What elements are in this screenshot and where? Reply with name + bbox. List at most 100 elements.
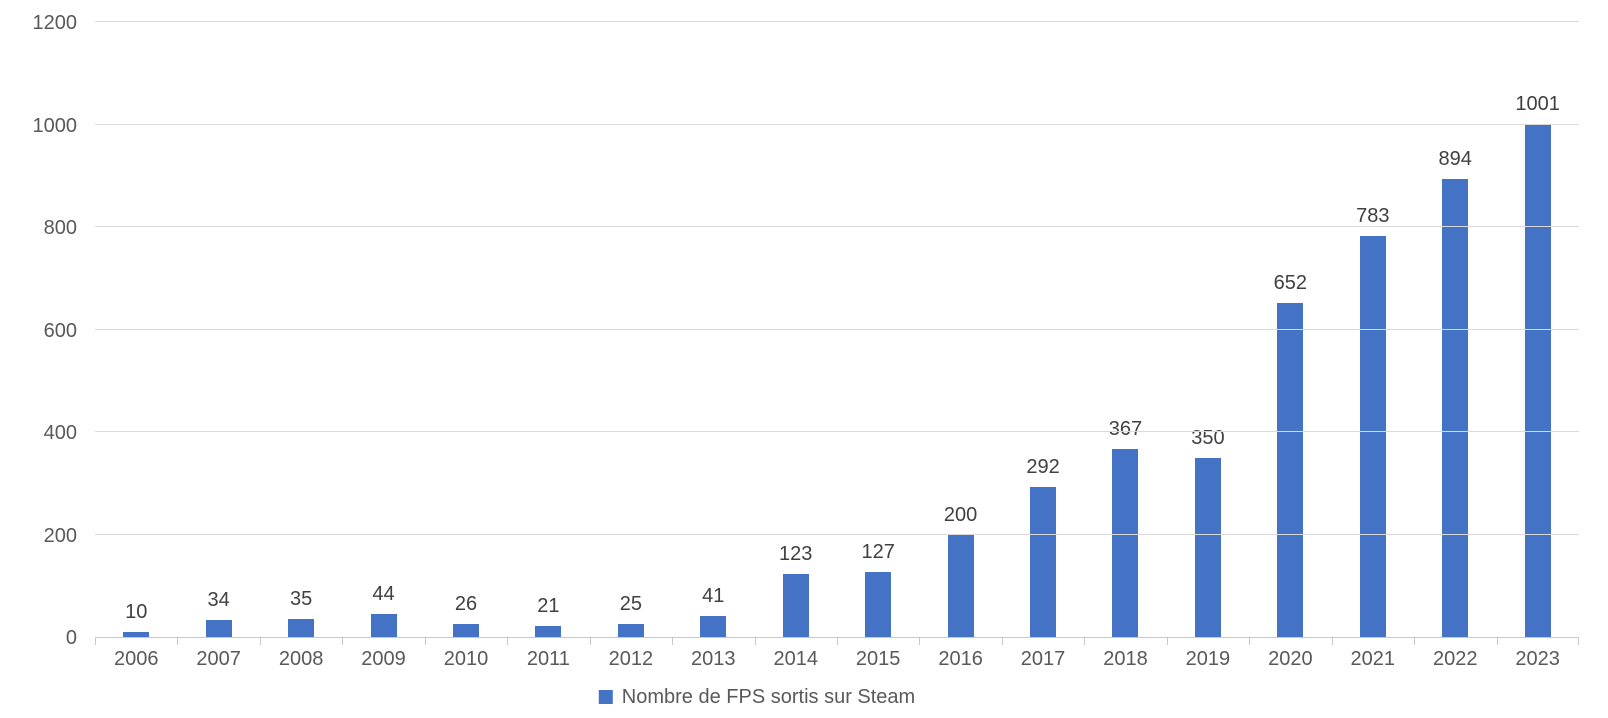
x-axis-tick <box>1578 638 1579 645</box>
x-axis-tick <box>177 638 178 645</box>
bar-group-2010: 26 <box>425 23 507 637</box>
x-axis-tick <box>837 638 838 645</box>
y-axis-label-200: 200 <box>43 524 77 547</box>
x-axis-tick <box>590 638 591 645</box>
bar-group-2014: 123 <box>755 23 837 637</box>
data-label-2006: 10 <box>125 600 148 623</box>
y-axis-label-800: 800 <box>43 217 77 239</box>
data-label-2014: 123 <box>779 542 813 565</box>
bar-group-2006: 10 <box>95 23 177 637</box>
y-axis-label-1000: 1000 <box>32 114 78 137</box>
gridline-1200 <box>95 21 1579 22</box>
bar-2017 <box>1030 487 1057 637</box>
x-axis-labels: 2006 2007 2008 2009 2010 2011 2012 2013 2014 2015… <box>95 648 1579 670</box>
legend-swatch <box>598 690 613 704</box>
x-axis-ticks <box>95 638 1579 646</box>
bar-2022 <box>1442 178 1469 637</box>
x-axis-label-2007: 2007 <box>196 648 241 670</box>
y-axis-label-1200: 1200 <box>32 12 78 34</box>
bar-2018 <box>1112 448 1139 637</box>
x-axis-tick <box>672 638 673 645</box>
x-axis-label-2022: 2022 <box>1432 648 1478 670</box>
bar-2020 <box>1277 302 1304 637</box>
bar-2014 <box>782 573 809 637</box>
x-axis-label-2008: 2008 <box>278 648 324 670</box>
bar-group-2012: 25 <box>590 23 672 637</box>
bar-group-2013: 41 <box>672 23 754 637</box>
x-axis-tick <box>1084 638 1085 645</box>
data-label-2012: 25 <box>619 593 642 616</box>
x-axis-label-2015: 2015 <box>855 648 901 670</box>
bar-2015 <box>865 571 892 637</box>
x-axis-tick <box>919 638 920 645</box>
x-axis-label-2009: 2009 <box>361 648 406 670</box>
x-axis-tick <box>342 638 343 645</box>
x-axis-label-2013: 2013 <box>691 648 736 670</box>
x-axis-tick <box>1414 638 1415 645</box>
data-label-2018: 367 <box>1108 417 1143 440</box>
data-label-2021: 783 <box>1356 204 1390 227</box>
y-axis-labels: 0 200 400 600 800 1000 1200 <box>0 13 78 648</box>
x-axis-label-2011: 2011 <box>526 648 570 670</box>
x-axis-label-2018: 2018 <box>1103 648 1148 670</box>
legend-label: Nombre de FPS sortis sur Steam <box>621 686 916 708</box>
data-label-2020: 652 <box>1273 271 1308 294</box>
x-axis-tick <box>507 638 508 645</box>
legend: Nombre de FPS sortis sur Steam <box>598 686 916 708</box>
bar-group-2009: 44 <box>342 23 424 637</box>
gridline-200 <box>95 533 1579 535</box>
data-label-2022: 894 <box>1438 147 1472 170</box>
bar-2009 <box>370 614 397 637</box>
bar-group-2011: 21 <box>507 23 589 637</box>
bar-2023 <box>1524 124 1551 637</box>
x-axis-label-2021: 2021 <box>1350 648 1396 670</box>
bar-group-2020: 652 <box>1249 23 1331 637</box>
data-label-2007: 34 <box>207 588 230 611</box>
x-axis-label-2006: 2006 <box>113 648 159 670</box>
x-axis-label-2019: 2019 <box>1185 648 1231 670</box>
data-label-2015: 127 <box>861 540 895 563</box>
bar-group-2015: 127 <box>837 23 919 637</box>
gridline-600 <box>95 328 1579 330</box>
x-axis-tick <box>1497 638 1498 645</box>
x-axis-label-2010: 2010 <box>443 648 489 670</box>
data-label-2016: 200 <box>943 503 978 526</box>
bar-group-2017: 292 <box>1002 23 1084 637</box>
data-label-2009: 44 <box>372 583 395 606</box>
bar-group-2021: 783 <box>1332 23 1414 637</box>
data-label-2019: 350 <box>1191 426 1225 449</box>
bar-2012 <box>617 624 644 637</box>
plot-area: 10 34 35 44 26 21 25 41 123 127 200 292 367 350 652 783… <box>95 21 1579 638</box>
bar-group-2018: 367 <box>1084 23 1166 637</box>
bar-group-2008: 35 <box>260 23 342 637</box>
x-axis-tick <box>1167 638 1168 645</box>
bar-group-2022: 894 <box>1414 23 1496 637</box>
x-axis-label-2012: 2012 <box>608 648 654 670</box>
bar-2021 <box>1359 235 1386 637</box>
bar-group-2007: 34 <box>177 23 259 637</box>
x-axis-tick <box>425 638 426 645</box>
bar-2007 <box>205 619 232 637</box>
x-axis-label-2020: 2020 <box>1268 648 1313 670</box>
x-axis-tick <box>755 638 756 645</box>
gridline-400 <box>95 431 1579 432</box>
x-axis-tick <box>95 638 96 645</box>
gridline-800 <box>95 226 1579 227</box>
data-label-2017: 292 <box>1026 456 1060 479</box>
bar-group-2019: 350 <box>1167 23 1249 637</box>
x-axis-tick <box>1249 638 1250 645</box>
bar-2016 <box>947 534 974 637</box>
bar-2013 <box>700 616 727 637</box>
x-axis-label-2017: 2017 <box>1020 648 1066 670</box>
y-axis-label-400: 400 <box>43 422 77 444</box>
x-axis-label-2023: 2023 <box>1515 648 1560 670</box>
data-label-2008: 35 <box>289 588 313 611</box>
bar-2008 <box>288 619 315 637</box>
x-axis-tick <box>260 638 261 645</box>
x-axis-label-2016: 2016 <box>938 648 983 670</box>
bar-group-2016: 200 <box>919 23 1001 637</box>
bar-2010 <box>452 623 479 637</box>
y-axis-label-0: 0 <box>65 627 77 649</box>
bar-group-2023: 1001 <box>1496 23 1578 637</box>
bar-2006 <box>123 631 150 637</box>
